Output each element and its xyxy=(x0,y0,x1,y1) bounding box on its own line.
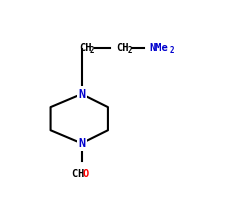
Text: 2: 2 xyxy=(90,46,95,55)
Text: O: O xyxy=(82,169,89,179)
Text: 2: 2 xyxy=(169,46,174,55)
Text: N: N xyxy=(78,88,85,101)
Text: H: H xyxy=(77,169,83,179)
Text: C: C xyxy=(72,169,78,179)
Text: CH: CH xyxy=(116,43,129,53)
Text: CH: CH xyxy=(79,43,92,53)
Text: NMe: NMe xyxy=(149,43,168,53)
Text: N: N xyxy=(78,137,85,150)
Text: 2: 2 xyxy=(127,46,132,55)
